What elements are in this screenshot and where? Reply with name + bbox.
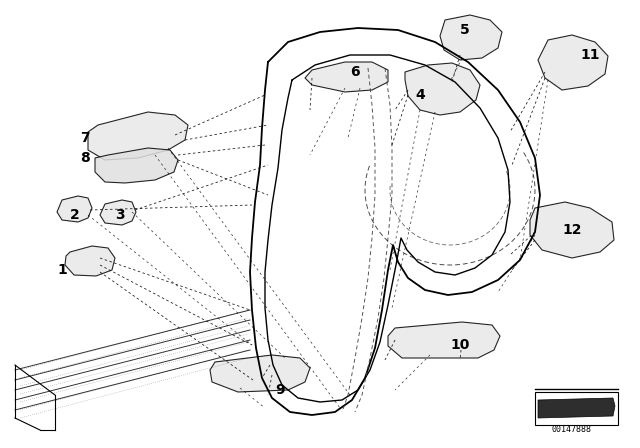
Text: 3: 3 [115,208,125,222]
Text: 10: 10 [451,338,470,352]
Text: 9: 9 [275,383,285,397]
Text: 2: 2 [70,208,80,222]
Polygon shape [405,63,480,115]
Polygon shape [538,398,615,418]
Text: 5: 5 [460,23,470,37]
Text: 4: 4 [415,88,425,102]
Polygon shape [388,322,500,358]
Text: 8: 8 [80,151,90,165]
Polygon shape [440,15,502,60]
Polygon shape [538,35,608,90]
Text: 6: 6 [350,65,360,79]
Polygon shape [530,202,614,258]
Text: 12: 12 [563,223,582,237]
Polygon shape [88,112,188,160]
Polygon shape [65,246,115,276]
Polygon shape [210,355,310,392]
Polygon shape [100,200,136,225]
Text: 1: 1 [57,263,67,277]
FancyBboxPatch shape [535,392,618,425]
Polygon shape [57,196,92,222]
Polygon shape [95,148,178,183]
Text: 11: 11 [580,48,600,62]
Text: 7: 7 [80,131,90,145]
Polygon shape [305,62,388,92]
Text: 00147888: 00147888 [552,426,592,435]
